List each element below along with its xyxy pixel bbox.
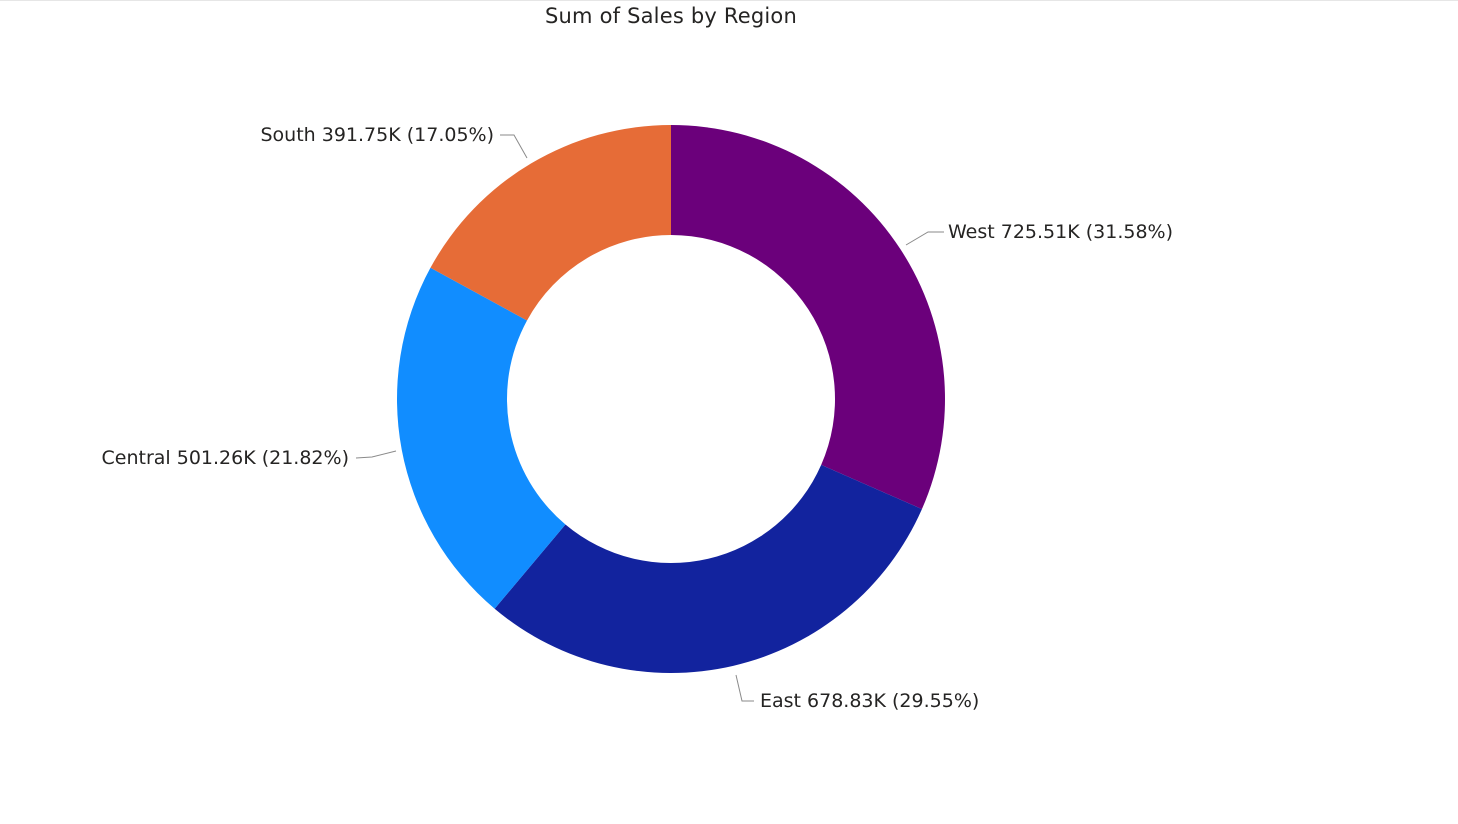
data-label-east: East 678.83K (29.55%) — [760, 690, 979, 712]
chart-title: Sum of Sales by Region — [545, 4, 797, 28]
data-label-west: West 725.51K (31.58%) — [948, 221, 1173, 243]
slice-south[interactable] — [430, 125, 671, 321]
leader-line-south — [500, 134, 528, 159]
slice-central[interactable] — [397, 267, 566, 609]
slice-west[interactable] — [671, 125, 945, 510]
leader-line-west — [905, 231, 944, 246]
data-label-south: South 391.75K (17.05%) — [260, 124, 494, 146]
leader-line-east — [735, 674, 754, 702]
data-label-central: Central 501.26K (21.82%) — [102, 447, 349, 469]
slice-east[interactable] — [494, 464, 922, 673]
top-divider — [0, 0, 1458, 1]
leader-line-central — [355, 450, 397, 459]
